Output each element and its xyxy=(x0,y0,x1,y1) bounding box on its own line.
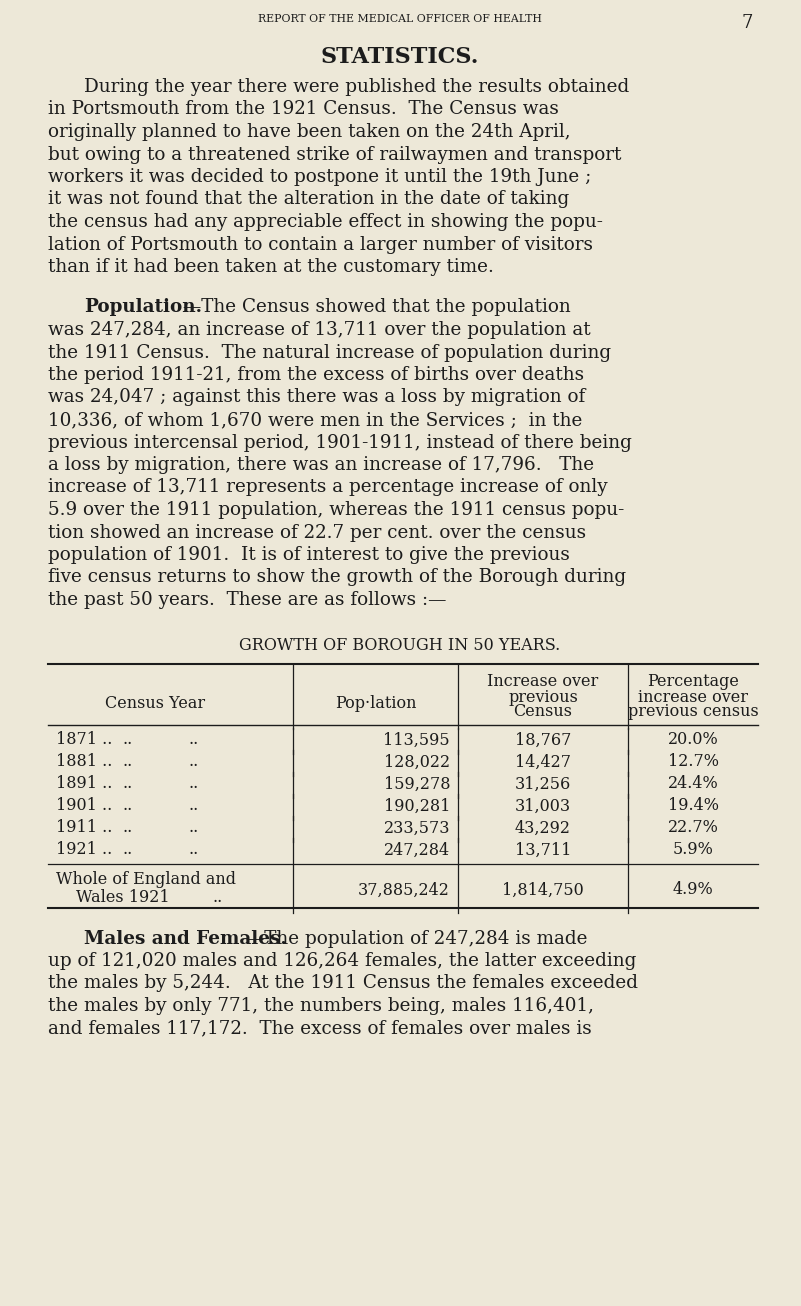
Text: 159,278: 159,278 xyxy=(384,776,450,793)
Text: 22.7%: 22.7% xyxy=(667,819,718,837)
Text: ..: .. xyxy=(123,776,133,793)
Text: the census had any appreciable effect in showing the popu-: the census had any appreciable effect in… xyxy=(48,213,603,231)
Text: Census Year: Census Year xyxy=(106,695,206,712)
Text: but owing to a threatened strike of railwaymen and transport: but owing to a threatened strike of rail… xyxy=(48,145,622,163)
Text: ..: .. xyxy=(123,754,133,771)
Text: GROWTH OF BOROUGH IN 50 YEARS.: GROWTH OF BOROUGH IN 50 YEARS. xyxy=(239,637,561,654)
Text: than if it had been taken at the customary time.: than if it had been taken at the customa… xyxy=(48,259,494,276)
Text: 14,427: 14,427 xyxy=(515,754,571,771)
Text: 1871 ..: 1871 .. xyxy=(56,731,112,748)
Text: REPORT OF THE MEDICAL OFFICER OF HEALTH: REPORT OF THE MEDICAL OFFICER OF HEALTH xyxy=(258,14,542,24)
Text: the 1911 Census.  The natural increase of population during: the 1911 Census. The natural increase of… xyxy=(48,343,611,362)
Text: During the year there were published the results obtained: During the year there were published the… xyxy=(84,78,630,97)
Text: 31,003: 31,003 xyxy=(515,798,571,815)
Text: 5.9%: 5.9% xyxy=(673,841,714,858)
Text: STATISTICS.: STATISTICS. xyxy=(321,46,479,68)
Text: ..: .. xyxy=(188,754,199,771)
Text: 7: 7 xyxy=(742,14,753,33)
Text: ..: .. xyxy=(123,731,133,748)
Text: Males and Females.: Males and Females. xyxy=(84,930,287,947)
Text: Wales 1921: Wales 1921 xyxy=(76,888,170,905)
Text: 24.4%: 24.4% xyxy=(667,776,718,793)
Text: 31,256: 31,256 xyxy=(515,776,571,793)
Text: Census: Census xyxy=(513,704,573,721)
Text: 20.0%: 20.0% xyxy=(667,731,718,748)
Text: 233,573: 233,573 xyxy=(384,819,450,837)
Text: Percentage: Percentage xyxy=(647,674,739,691)
Text: up of 121,020 males and 126,264 females, the latter exceeding: up of 121,020 males and 126,264 females,… xyxy=(48,952,636,970)
Text: 10,336, of whom 1,670 were men in the Services ;  in the: 10,336, of whom 1,670 were men in the Se… xyxy=(48,411,582,428)
Text: tion showed an increase of 22.7 per cent. over the census: tion showed an increase of 22.7 per cent… xyxy=(48,524,586,542)
Text: previous intercensal period, 1901-1911, instead of there being: previous intercensal period, 1901-1911, … xyxy=(48,434,632,452)
Text: 37,885,242: 37,885,242 xyxy=(358,882,450,899)
Text: 19.4%: 19.4% xyxy=(667,798,718,815)
Text: 1911 ..: 1911 .. xyxy=(56,819,112,837)
Text: —The Census showed that the population: —The Census showed that the population xyxy=(183,299,571,316)
Text: Pop·lation: Pop·lation xyxy=(335,695,417,712)
Text: 1901 ..: 1901 .. xyxy=(56,798,112,815)
Text: population of 1901.  It is of interest to give the previous: population of 1901. It is of interest to… xyxy=(48,546,570,564)
Text: previous census: previous census xyxy=(628,704,759,721)
Text: 12.7%: 12.7% xyxy=(667,754,718,771)
Text: ..: .. xyxy=(123,798,133,815)
Text: the period 1911-21, from the excess of births over deaths: the period 1911-21, from the excess of b… xyxy=(48,366,584,384)
Text: 43,292: 43,292 xyxy=(515,819,571,837)
Text: ..: .. xyxy=(188,841,199,858)
Text: lation of Portsmouth to contain a larger number of visitors: lation of Portsmouth to contain a larger… xyxy=(48,235,593,253)
Text: was 247,284, an increase of 13,711 over the population at: was 247,284, an increase of 13,711 over … xyxy=(48,321,590,340)
Text: increase over: increase over xyxy=(638,688,748,705)
Text: —The population of 247,284 is made: —The population of 247,284 is made xyxy=(246,930,587,947)
Text: in Portsmouth from the 1921 Census.  The Census was: in Portsmouth from the 1921 Census. The … xyxy=(48,101,559,119)
Text: increase of 13,711 represents a percentage increase of only: increase of 13,711 represents a percenta… xyxy=(48,478,608,496)
Text: workers it was decided to postpone it until the 19th June ;: workers it was decided to postpone it un… xyxy=(48,168,591,185)
Text: the males by only 771, the numbers being, males 116,401,: the males by only 771, the numbers being… xyxy=(48,996,594,1015)
Text: 1921 ..: 1921 .. xyxy=(56,841,112,858)
Text: Increase over: Increase over xyxy=(487,674,598,691)
Text: five census returns to show the growth of the Borough during: five census returns to show the growth o… xyxy=(48,568,626,586)
Text: 247,284: 247,284 xyxy=(384,841,450,858)
Text: 1881 ..: 1881 .. xyxy=(56,754,112,771)
Text: ..: .. xyxy=(188,798,199,815)
Text: 4.9%: 4.9% xyxy=(673,882,714,899)
Text: Whole of England and: Whole of England and xyxy=(56,871,236,888)
Text: 18,767: 18,767 xyxy=(515,731,571,748)
Text: 1,814,750: 1,814,750 xyxy=(502,882,584,899)
Text: previous: previous xyxy=(508,688,578,705)
Text: 1891 ..: 1891 .. xyxy=(56,776,112,793)
Text: 13,711: 13,711 xyxy=(515,841,571,858)
Text: originally planned to have been taken on the 24th April,: originally planned to have been taken on… xyxy=(48,123,570,141)
Text: 128,022: 128,022 xyxy=(384,754,450,771)
Text: 190,281: 190,281 xyxy=(384,798,450,815)
Text: and females 117,172.  The excess of females over males is: and females 117,172. The excess of femal… xyxy=(48,1020,592,1037)
Text: 113,595: 113,595 xyxy=(384,731,450,748)
Text: ..: .. xyxy=(188,819,199,837)
Text: was 24,047 ; against this there was a loss by migration of: was 24,047 ; against this there was a lo… xyxy=(48,388,586,406)
Text: ..: .. xyxy=(188,776,199,793)
Text: ..: .. xyxy=(123,819,133,837)
Text: the males by 5,244.   At the 1911 Census the females exceeded: the males by 5,244. At the 1911 Census t… xyxy=(48,974,638,993)
Text: ..: .. xyxy=(123,841,133,858)
Text: a loss by migration, there was an increase of 17,796.   The: a loss by migration, there was an increa… xyxy=(48,456,594,474)
Text: 5.9 over the 1911 population, whereas the 1911 census popu-: 5.9 over the 1911 population, whereas th… xyxy=(48,502,624,518)
Text: ..: .. xyxy=(188,731,199,748)
Text: ..: .. xyxy=(213,888,223,905)
Text: it was not found that the alteration in the date of taking: it was not found that the alteration in … xyxy=(48,191,570,209)
Text: the past 50 years.  These are as follows :—: the past 50 years. These are as follows … xyxy=(48,592,446,609)
Text: Population.: Population. xyxy=(84,299,202,316)
